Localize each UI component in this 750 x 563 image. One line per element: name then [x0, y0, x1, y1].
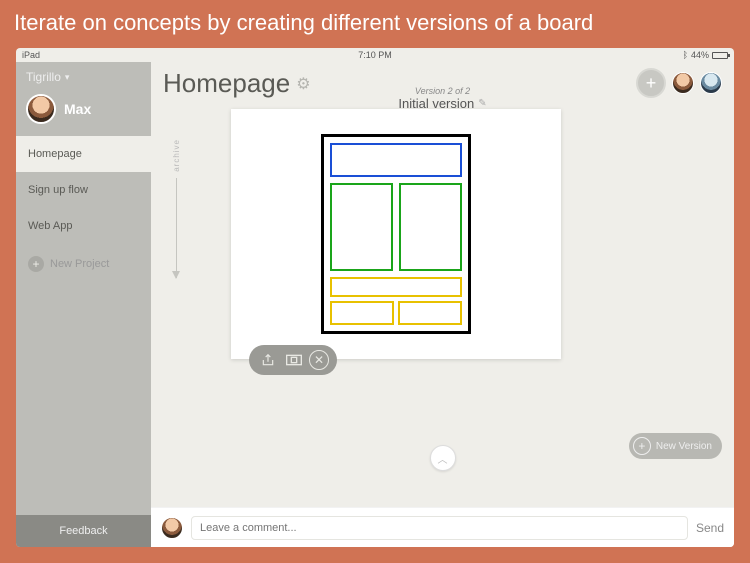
sidebar-item-homepage[interactable]: Homepage	[16, 136, 151, 172]
current-user[interactable]: Max	[16, 92, 151, 136]
gear-icon[interactable]: ⚙	[296, 74, 310, 94]
close-icon[interactable]: ✕	[309, 350, 329, 370]
status-battery-pct: 44%	[691, 50, 709, 60]
new-project-button[interactable]: + New Project	[16, 244, 151, 284]
new-project-label: New Project	[50, 258, 109, 270]
archive-label: archive	[172, 139, 181, 172]
user-name: Max	[64, 101, 91, 117]
marketing-headline: Iterate on concepts by creating differen…	[0, 0, 750, 48]
wireframe-col-right	[399, 183, 462, 271]
new-version-button[interactable]: + New Version	[629, 433, 722, 459]
collaborator-avatar-2[interactable]	[700, 72, 722, 94]
ipad-frame: iPad 7:10 PM ᛒ 44% Tigrillo ▾ Max Homepa…	[16, 48, 734, 547]
wireframe-footer-top	[330, 277, 462, 297]
bluetooth-icon: ᛒ	[683, 50, 688, 60]
wireframe-footer-right	[398, 301, 462, 325]
send-button[interactable]: Send	[696, 521, 724, 535]
status-device: iPad	[22, 50, 40, 60]
team-switcher[interactable]: Tigrillo ▾	[16, 62, 151, 92]
new-version-label: New Version	[656, 441, 712, 452]
sidebar: Tigrillo ▾ Max Homepage Sign up flow Web…	[16, 62, 151, 547]
battery-icon	[712, 52, 728, 59]
wireframe-frame	[321, 134, 471, 334]
comment-input[interactable]	[191, 516, 688, 540]
main-area: Homepage ⚙ Version 2 of 2 Initial versio…	[151, 62, 734, 547]
plus-icon: +	[633, 437, 651, 455]
feedback-button[interactable]: Feedback	[16, 515, 151, 547]
project-list: Homepage Sign up flow Web App + New Proj…	[16, 136, 151, 284]
sidebar-item-signup[interactable]: Sign up flow	[16, 172, 151, 208]
board-canvas[interactable]: ✕	[231, 109, 561, 359]
avatar	[26, 94, 56, 124]
arrow-down-icon	[176, 178, 177, 278]
present-icon[interactable]	[283, 349, 305, 371]
team-name: Tigrillo	[26, 70, 61, 84]
wireframe-col-left	[330, 183, 393, 271]
status-bar: iPad 7:10 PM ᛒ 44%	[16, 48, 734, 62]
expand-handle[interactable]: ︿	[430, 445, 456, 471]
chevron-down-icon: ▾	[65, 72, 70, 83]
add-collaborator-button[interactable]: +	[636, 68, 666, 98]
version-count: Version 2 of 2	[398, 86, 486, 96]
comment-avatar	[161, 517, 183, 539]
board-title: Homepage ⚙	[163, 68, 311, 99]
status-time: 7:10 PM	[358, 50, 392, 60]
comment-bar: Send	[151, 507, 734, 547]
canvas-toolbar: ✕	[249, 345, 337, 375]
share-icon[interactable]	[257, 349, 279, 371]
sidebar-item-webapp[interactable]: Web App	[16, 208, 151, 244]
collaborator-avatar-1[interactable]	[672, 72, 694, 94]
board-title-text: Homepage	[163, 68, 290, 99]
plus-icon: +	[28, 256, 44, 272]
wireframe-footer-left	[330, 301, 394, 325]
archive-indicator: archive	[151, 99, 201, 278]
wireframe-header	[330, 143, 462, 177]
